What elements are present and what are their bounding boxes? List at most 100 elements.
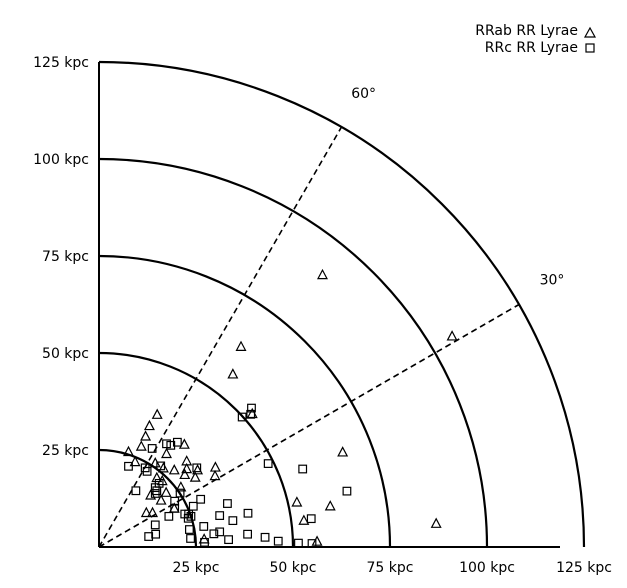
rrab-point: [316, 268, 328, 280]
rrc-point: [237, 412, 247, 422]
rrc-point: [170, 496, 180, 506]
rrc-point: [150, 520, 160, 530]
legend-label-rrc: RRc RR Lyrae: [485, 40, 578, 56]
ring-75-kpc: [98, 254, 392, 548]
rrc-point: [228, 516, 238, 526]
rrab-point: [430, 517, 442, 528]
angle-label-30: 30°: [540, 272, 565, 288]
rrc-point: [175, 488, 185, 498]
rrc-point: [215, 527, 225, 537]
rrc-point: [263, 459, 273, 468]
rrc-point: [224, 535, 233, 545]
rrc-point: [156, 461, 166, 471]
rrab-point: [209, 461, 221, 472]
ring-50-kpc: [98, 351, 295, 548]
axes: [98, 62, 560, 548]
x-tick-label: 125 kpc: [556, 560, 612, 576]
legend: RRab RR Lyrae RRc RR Lyrae: [475, 23, 597, 56]
rrab-point: [151, 408, 163, 419]
rrc-point: [243, 508, 253, 518]
rrc-point: [294, 538, 303, 548]
angle-line-60: [98, 126, 343, 548]
y-tick-label: 100 kpc: [33, 152, 89, 168]
ring-25-kpc: [98, 448, 198, 548]
rrab-point: [324, 500, 336, 511]
rrc-point: [184, 509, 194, 519]
rrab-point: [189, 471, 201, 482]
rrc-point: [188, 501, 198, 511]
rrc-point: [150, 483, 160, 493]
rrc-point: [306, 514, 316, 524]
x-tick-label: 25 kpc: [173, 560, 220, 576]
rrab-point: [135, 440, 147, 451]
rrab-point: [446, 330, 458, 341]
rrab-point: [147, 506, 159, 518]
x-tick-label: 50 kpc: [270, 560, 317, 576]
rrab-point: [311, 535, 323, 546]
rrab-point: [122, 445, 134, 457]
rrc-point: [124, 461, 133, 471]
rrc-point: [342, 486, 352, 496]
y-tick-label: 50 kpc: [42, 346, 89, 362]
rrc-point: [172, 437, 182, 447]
rrab-point: [168, 464, 180, 475]
rrc-point: [164, 511, 174, 521]
legend-square-marker: [585, 43, 595, 53]
rrc-point: [144, 532, 154, 541]
tick-labels: 25 kpc 25 kpc 50 kpc 50 kpc 75 kpc 75 kpc 100 …: [33, 55, 612, 576]
rrab-point: [156, 474, 168, 486]
rrc-point: [215, 511, 225, 520]
ring-100-kpc: [98, 157, 489, 548]
rrc-point: [209, 529, 219, 539]
rrc-point: [150, 489, 160, 498]
ring-125-kpc: [98, 60, 586, 548]
rrab-point: [175, 481, 187, 492]
rrab-point: [192, 464, 204, 475]
y-tick-label: 25 kpc: [42, 443, 89, 459]
rrab-point: [291, 496, 303, 507]
rrc-point: [186, 534, 195, 543]
rrab-point: [151, 471, 163, 483]
rrab-point: [161, 447, 173, 459]
rrc-point: [243, 529, 253, 539]
rrab-point: [227, 368, 239, 379]
rrc-point: [307, 539, 317, 548]
rrc-point: [246, 409, 256, 419]
rrab-point: [129, 455, 141, 467]
rrc-point: [199, 522, 209, 531]
rrab-point: [155, 494, 167, 505]
x-tick-label: 100 kpc: [459, 560, 515, 576]
rrab-point: [337, 446, 349, 457]
rrc-point: [260, 532, 270, 542]
rrc-point: [152, 486, 162, 496]
angle-lines: 30° 60°: [98, 86, 565, 548]
rrab-point: [235, 340, 247, 352]
rrab-point: [179, 468, 191, 480]
rrc-point: [192, 463, 202, 473]
rrc-point: [298, 464, 308, 474]
rrab-point: [209, 469, 221, 481]
legend-triangle-marker: [583, 26, 597, 38]
rrc-point: [170, 503, 180, 513]
rrab-point: [157, 462, 169, 473]
legend-label-rrab: RRab RR Lyrae: [475, 23, 578, 39]
rrc-point: [147, 444, 157, 453]
angle-line-30: [98, 303, 520, 548]
data-points: [122, 268, 458, 548]
rrc-point: [142, 466, 152, 476]
rrc-point: [131, 486, 141, 496]
rrc-point: [273, 536, 283, 546]
rrc-point: [185, 525, 194, 534]
rrc-point: [186, 511, 196, 521]
y-tick-label: 125 kpc: [33, 55, 89, 71]
rrc-point: [247, 403, 256, 413]
rrc-point: [196, 494, 206, 504]
rrc-point: [223, 499, 232, 508]
distance-rings: [98, 60, 586, 548]
rrc-point: [166, 440, 176, 450]
rrc-point: [200, 537, 209, 547]
rrab-point: [140, 430, 152, 441]
rrab-point: [140, 506, 152, 518]
rrc-point: [151, 529, 161, 539]
